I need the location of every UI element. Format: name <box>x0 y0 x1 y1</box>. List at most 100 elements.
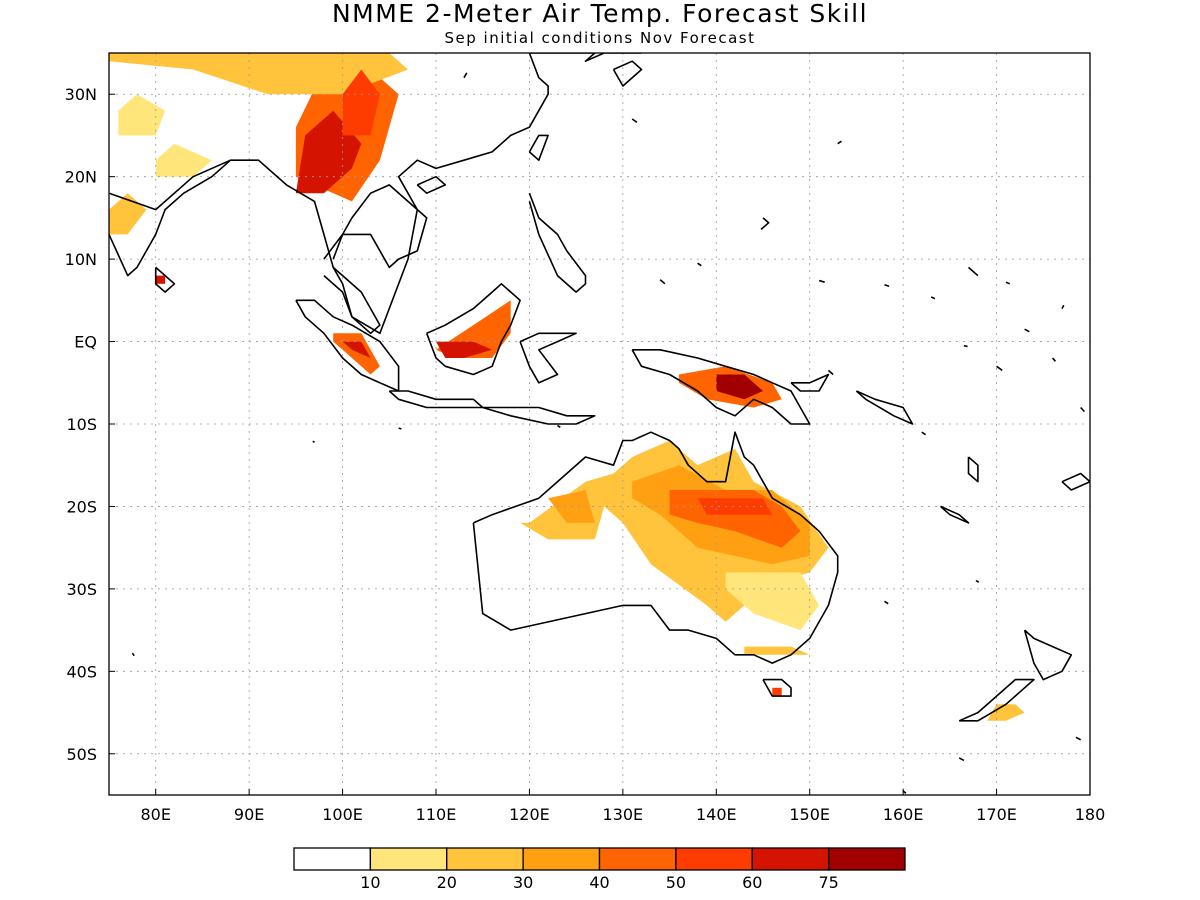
lat-label: 50S <box>66 745 97 764</box>
lon-label: 100E <box>322 805 363 824</box>
coastline-indochina <box>323 184 428 269</box>
island-speck <box>958 757 965 762</box>
coastline-malay-peninsula <box>323 266 381 335</box>
lon-label: 170E <box>976 805 1017 824</box>
coastline-srilanka <box>154 266 176 293</box>
lat-label: 20S <box>66 497 97 516</box>
latitude-labels: 30N 20N 10N EQ 10S 20S 30S 40S 50S <box>65 85 115 764</box>
longitude-labels: 80E 90E 100E 110E 120E 130E 140E 150E 160E 170E 18… <box>140 789 1105 824</box>
skill-region-borneo-core <box>436 341 493 358</box>
colorbar-swatch <box>751 847 830 871</box>
coastline-lesser-sunda <box>482 406 596 425</box>
coastline-taiwan <box>528 134 549 161</box>
coastline-nz-south <box>958 678 1035 722</box>
lon-label: 140E <box>696 805 737 824</box>
lat-label: 20N <box>65 168 97 187</box>
lat-label: EQ <box>74 333 97 352</box>
island-speck <box>398 427 402 430</box>
coastline-new-caledonia <box>939 505 970 524</box>
island-speck <box>131 652 135 657</box>
coastline-tasmania <box>762 678 792 697</box>
lon-label: 160E <box>883 805 924 824</box>
island-speck <box>760 217 770 231</box>
coastline-fiji <box>1061 472 1090 491</box>
island-speck <box>631 118 638 123</box>
colorbar-swatch <box>522 847 601 871</box>
island-speck <box>837 140 842 145</box>
island-speck <box>884 283 890 288</box>
lon-label: 80E <box>140 805 170 824</box>
island-speck <box>884 600 889 605</box>
skill-region-newguinea-core <box>716 374 763 400</box>
island-speck <box>463 72 468 79</box>
coastline-asia-mainland <box>109 53 642 335</box>
island-speck <box>967 266 979 277</box>
lat-label: 10N <box>65 250 97 269</box>
lat-label: 30S <box>66 580 97 599</box>
colorbar-swatch <box>369 847 448 871</box>
island-speck <box>1075 736 1082 741</box>
coastline-hainan <box>416 175 447 194</box>
coastlines <box>109 53 1090 794</box>
skill-shading <box>109 53 1025 721</box>
colorbar-swatch <box>675 847 753 871</box>
coastline-solomon <box>855 390 914 425</box>
lon-label: 150E <box>789 805 830 824</box>
island-speck <box>930 296 936 300</box>
skill-region-sumatra-core <box>342 341 371 358</box>
colorbar-label: 20 <box>437 873 457 892</box>
island-speck <box>963 344 968 348</box>
lat-label: 30N <box>65 85 97 104</box>
island-speck <box>557 424 561 428</box>
skill-region-tasmania <box>772 687 782 697</box>
colorbar-swatch <box>598 847 677 871</box>
lon-label: 120E <box>509 805 550 824</box>
island-speck <box>1024 328 1030 333</box>
island-speck <box>996 365 1003 372</box>
skill-region-india-nw <box>118 94 166 136</box>
coastline-vanuatu <box>967 456 979 483</box>
island-speck <box>1051 357 1057 362</box>
colorbar-swatch <box>446 847 524 871</box>
colorbar-swatch <box>827 847 906 871</box>
lat-label: 10S <box>66 415 97 434</box>
colorbar-label: 40 <box>589 873 609 892</box>
island-speck <box>1061 304 1065 309</box>
skill-region-india-c <box>155 143 212 177</box>
lon-label: 130E <box>603 805 644 824</box>
colorbar-swatch <box>293 847 372 871</box>
coastline-australia <box>472 431 839 664</box>
island-speck <box>827 369 834 376</box>
island-speck <box>1005 281 1011 285</box>
coastline-japan-kyushu <box>612 60 643 87</box>
coastline-new-britain <box>790 373 830 392</box>
island-speck <box>312 440 315 443</box>
skill-region-srilanka <box>155 275 166 284</box>
coastline-sulawesi <box>519 332 577 384</box>
map-subtitle: Sep initial conditions Nov Forecast <box>444 29 756 47</box>
skill-region-nz <box>987 704 1025 721</box>
coastline-nz-north <box>1023 629 1073 681</box>
skill-region-aus-se <box>725 572 820 631</box>
lon-label: 90E <box>234 805 264 824</box>
island-speck <box>1080 406 1085 413</box>
colorbar-label: 60 <box>742 873 762 892</box>
island-speck <box>921 431 927 436</box>
colorbar: 10 20 30 40 50 60 75 <box>293 847 906 892</box>
colorbar-label: 50 <box>666 873 686 892</box>
coastline-new-guinea <box>631 348 811 425</box>
island-speck <box>975 579 980 583</box>
lat-label: 40S <box>66 662 97 681</box>
skill-region-sichuan <box>342 69 380 136</box>
island-speck <box>697 262 702 267</box>
map-title: NMME 2-Meter Air Temp. Forecast Skill <box>331 0 869 28</box>
lon-label: 110E <box>416 805 457 824</box>
colorbar-label: 75 <box>818 873 838 892</box>
island-speck <box>818 279 825 283</box>
colorbar-label: 10 <box>360 873 380 892</box>
coastline-java <box>388 390 484 409</box>
coastline-india-south <box>109 159 232 277</box>
coastline-philippines <box>528 192 587 293</box>
coastline-borneo <box>425 282 521 376</box>
island-speck <box>659 279 666 285</box>
